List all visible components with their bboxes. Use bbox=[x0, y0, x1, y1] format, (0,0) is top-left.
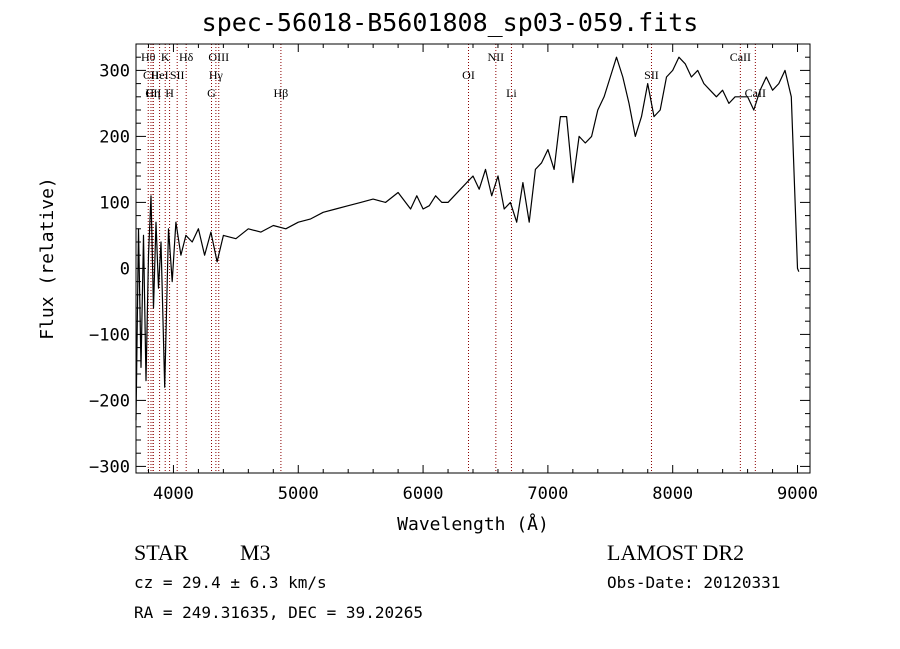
x-tick-label: 4000 bbox=[153, 484, 194, 504]
x-tick-label: 5000 bbox=[278, 484, 319, 504]
y-tick-label: −300 bbox=[89, 457, 130, 477]
plot-frame bbox=[135, 43, 811, 474]
spectral-line-label: Hγ bbox=[209, 68, 224, 82]
x-tick-label: 9000 bbox=[777, 484, 818, 504]
spectral-line-label: NII bbox=[488, 50, 505, 64]
y-tick-label: 0 bbox=[120, 259, 130, 279]
obs-date-text: Obs-Date: 20120331 bbox=[607, 573, 781, 592]
spectral-line-label: SII bbox=[170, 68, 185, 82]
spectral-line-label: CaII bbox=[730, 50, 751, 64]
x-tick-label: 7000 bbox=[527, 484, 568, 504]
spectral-line-label: Hη bbox=[145, 86, 160, 100]
spectral-line-label: Hθ bbox=[141, 50, 156, 64]
spectral-line-label: Hδ bbox=[179, 50, 194, 64]
x-tick-label: 8000 bbox=[652, 484, 693, 504]
spectral-line-label: G bbox=[207, 86, 216, 100]
y-tick-label: −200 bbox=[89, 391, 130, 411]
spectral-line-label: CII bbox=[143, 68, 159, 82]
spectral-line-label: SII bbox=[644, 68, 659, 82]
y-tick-label: −100 bbox=[89, 325, 130, 345]
spectral-line-label: H bbox=[165, 86, 174, 100]
spectral-line-label: Li bbox=[506, 86, 517, 100]
y-tick-label: 200 bbox=[99, 127, 130, 147]
spectrum-line bbox=[135, 56, 800, 421]
spectral-line-label: HeI bbox=[151, 68, 169, 82]
redshift-text: cz = 29.4 ± 6.3 km/s bbox=[134, 573, 327, 592]
x-tick-label: 6000 bbox=[403, 484, 444, 504]
spectral-line-label: Hβ bbox=[274, 86, 289, 100]
chart-title: spec-56018-B5601808_sp03-059.fits bbox=[201, 8, 699, 37]
spectral-line-label: K bbox=[161, 50, 170, 64]
spectral-line-label: OI bbox=[462, 68, 475, 82]
survey-name: LAMOST DR2 bbox=[607, 540, 745, 565]
x-axis-label: Wavelength (Å) bbox=[397, 513, 549, 535]
object-class: STAR bbox=[134, 540, 189, 565]
spectral-line-label: OIII bbox=[208, 50, 229, 64]
coordinates-text: RA = 249.31635, DEC = 39.20265 bbox=[134, 603, 423, 622]
y-axis-label: Flux (relative) bbox=[37, 177, 58, 340]
y-tick-label: 100 bbox=[99, 193, 130, 213]
y-tick-label: 300 bbox=[99, 61, 130, 81]
spectral-subclass: M3 bbox=[240, 540, 271, 565]
